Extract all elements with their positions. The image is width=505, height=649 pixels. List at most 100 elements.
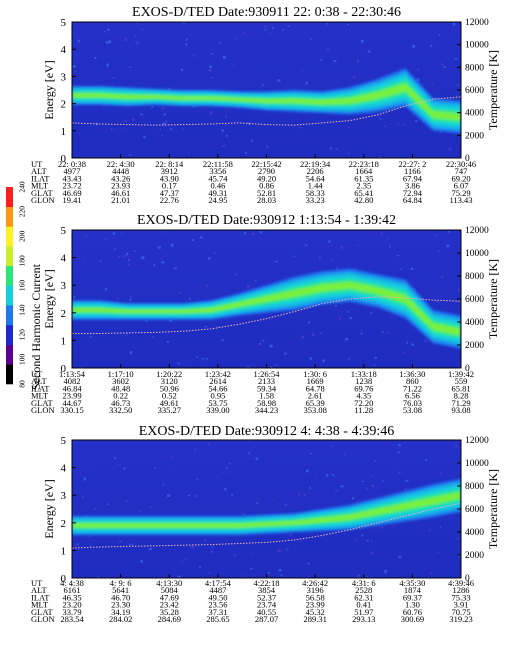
table-cell: 1:20:22 [156,369,182,379]
table-cell: 23.72 [62,181,81,191]
table-cell: 1.30 [405,600,420,610]
y-tick-label: 2 [61,308,67,320]
table-cell: 54.64 [306,173,326,183]
colorbar-tick-label: 80 [18,380,27,388]
table-cell: 76.03 [403,398,422,408]
table-cell: 56.58 [306,592,325,602]
table-cell: 1:39:42 [448,369,474,379]
table-cell: 37.31 [208,607,227,617]
table-cell: 64.84 [403,195,423,205]
y-tick-label: 1 [61,126,67,138]
table-cell: 330.15 [60,405,83,415]
table-cell: 284.69 [158,614,181,624]
table-cell: 4:35:30 [399,578,425,588]
panel-title: EXOS-D/TED Date:930911 22: 0:38 - 22:30:… [132,5,401,20]
table-cell: 4:13:30 [156,578,182,588]
table-row-label: UT [31,578,43,588]
table-cell: 6.07 [454,181,469,191]
table-cell: 3.86 [405,181,420,191]
colorbar-swatch [6,305,13,326]
table-cell: 3912 [161,166,178,176]
table-cell: 1:30: 6 [303,369,327,379]
table-row-label: GLON [31,405,55,415]
y-tick-label: 3 [61,280,67,292]
table-cell: 22: 4:30 [107,159,135,169]
table-cell: 21.01 [111,195,130,205]
table-cell: 23.74 [257,600,277,610]
table-cell: 46.61 [111,188,130,198]
table-cell: 3854 [258,585,276,595]
colorbar-tick-label: 160 [18,280,27,292]
table-cell: 52.81 [257,188,276,198]
y2-tick-label: 12000 [465,436,489,446]
table-cell: 23.56 [208,600,227,610]
table-cell: 49.20 [257,173,276,183]
table-cell: 60.76 [403,607,422,617]
panel-2: EXOS-D/TED Date:930912 1:13:54 - 1:39:42… [31,213,500,415]
table-cell: 44.67 [62,398,81,408]
table-cell: 53.75 [208,398,227,408]
table-cell: 43.90 [160,173,179,183]
table-cell: 33.79 [62,607,81,617]
colorbar-swatch [6,187,13,207]
table-cell: 52.37 [257,592,276,602]
table-cell: 40.55 [257,607,276,617]
table-cell: 1:17:10 [108,369,134,379]
table-cell: 35.28 [160,607,179,617]
panel-1: EXOS-D/TED Date:930911 22: 0:38 - 22:30:… [31,5,500,205]
y2-axis-label: Temperature [K] [486,50,500,130]
table-cell: 0.41 [356,600,371,610]
band-layer [72,488,461,530]
table-cell: 4:22:18 [254,578,280,588]
table-cell: 23.20 [62,600,81,610]
y-tick-label: 1 [61,545,67,557]
band-layer [72,485,461,532]
table-cell: 51.97 [354,607,373,617]
table-row-label: ALT [31,585,48,595]
table-row-label: UT [31,159,43,169]
table-cell: 69.76 [354,383,373,393]
table-cell: 28.03 [257,195,276,205]
table-cell: 293.13 [352,614,375,624]
table-cell: 4448 [112,166,129,176]
colorbar-swatch [6,324,13,345]
table-cell: 54.66 [208,383,227,393]
y-tick-label: 2 [61,518,67,530]
y2-tick-label: 10000 [465,249,489,259]
table-cell: 2.61 [308,391,323,401]
colorbar-swatch [6,265,13,286]
y2-tick-label: 4000 [465,528,484,538]
y-tick-label: 4 [61,44,67,56]
y-tick-label: 5 [61,17,67,29]
table-cell: 8.28 [454,391,469,401]
intensity-band [72,478,461,536]
table-cell: 3602 [112,376,129,386]
y2-tick-label: 6000 [465,86,484,96]
y2-tick-label: 10000 [465,41,489,51]
table-row-label: MLT [31,391,49,401]
heatmap-area [72,440,461,578]
table-cell: 300.69 [401,614,424,624]
table-cell: 33.23 [306,195,325,205]
table-row-label: GLON [31,195,55,205]
table-cell: 22:23:18 [349,159,379,169]
table-cell: 1166 [404,166,421,176]
table-cell: 344.23 [255,405,278,415]
table-cell: 1664 [355,166,373,176]
table-row-label: MLT [31,600,49,610]
colorbar-swatch [6,285,13,306]
table-cell: 24.95 [208,195,227,205]
y-tick-label: 0 [61,153,67,165]
panels: EXOS-D/TED Date:930911 22: 0:38 - 22:30:… [31,5,500,624]
table-row-label: MLT [31,181,49,191]
table-cell: 287.07 [255,614,278,624]
y-axis-label: Energy [eV] [42,269,56,328]
table-cell: 0.22 [113,391,128,401]
colorbar-tick-label: 120 [18,329,27,341]
table-cell: 1:26:54 [254,369,281,379]
colorbar-swatch [6,364,13,385]
table-cell: 1238 [355,376,372,386]
